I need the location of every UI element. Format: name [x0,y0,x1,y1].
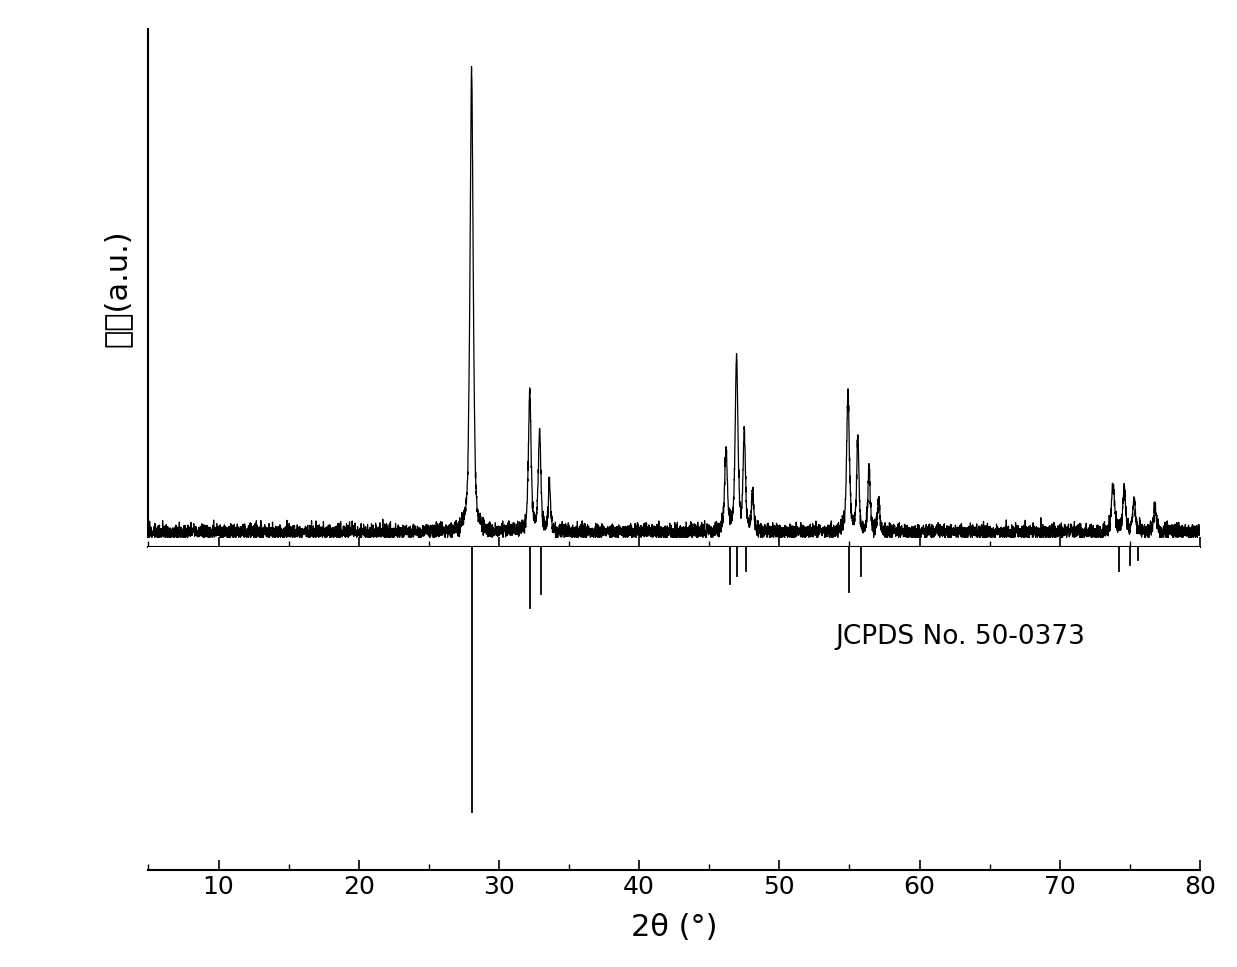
Text: JCPDS No. 50-0373: JCPDS No. 50-0373 [835,625,1085,651]
X-axis label: 2θ (°): 2θ (°) [631,913,717,942]
Y-axis label: 强度(a.u.): 强度(a.u.) [103,229,132,347]
